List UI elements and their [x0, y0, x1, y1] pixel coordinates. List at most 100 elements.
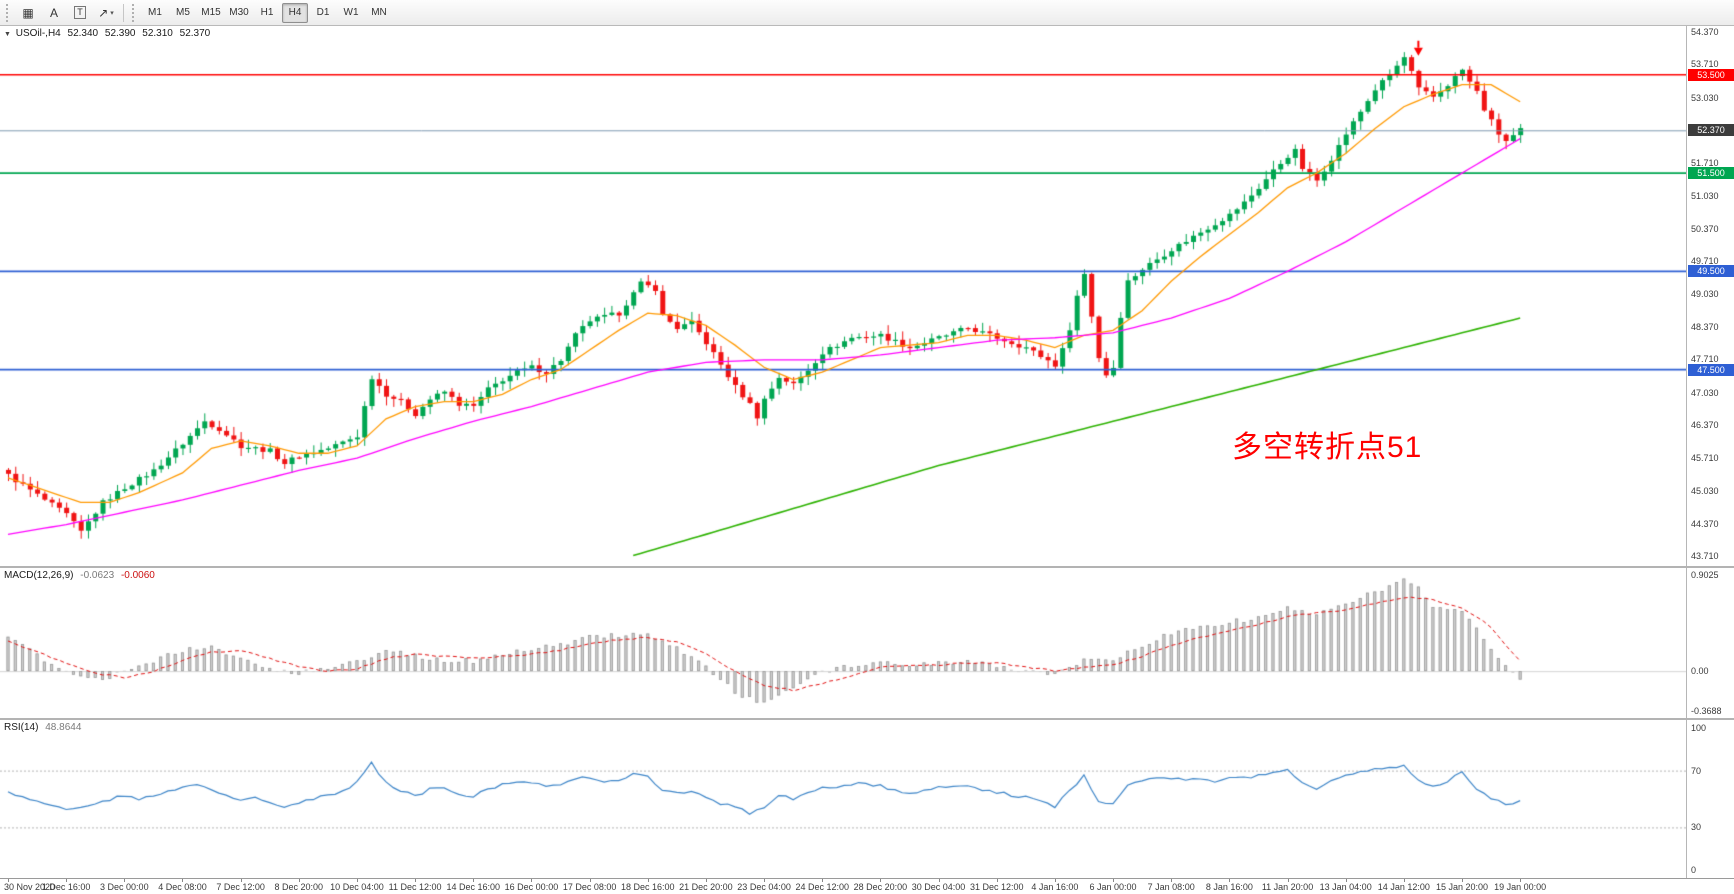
chevron-down-icon: ▾ [110, 9, 114, 17]
time-label: 8 Dec 20:00 [274, 882, 324, 892]
grid-icon: ▦ [22, 5, 34, 20]
time-tick [124, 879, 126, 882]
time-label: 13 Jan 04:00 [1319, 882, 1372, 892]
time-label: 16 Dec 00:00 [504, 882, 559, 892]
time-tick [1287, 879, 1289, 882]
toolbar-icons-group: ▦ A T ↗ ▾ [15, 3, 119, 23]
price-tick-label: 44.370 [1691, 518, 1719, 529]
time-tick [1462, 879, 1463, 882]
time-label: 14 Jan 12:00 [1377, 882, 1430, 892]
timeframe-button-m30[interactable]: M30 [229, 7, 249, 18]
text-tool-button[interactable]: T [68, 3, 92, 23]
time-label: 7 Dec 12:00 [216, 882, 265, 892]
rsi-axis[interactable]: 100 70 30 0 [1686, 720, 1734, 878]
macd-pane: MACD(12,26,9) -0.0623 -0.0060 0.9025 0.00… [0, 568, 1734, 718]
toolbar-grip[interactable] [6, 3, 11, 22]
rsi-axis-label: 100 [1691, 723, 1707, 733]
time-tick [240, 879, 242, 882]
price-badge: 52.370 [1688, 124, 1734, 137]
time-label: 31 Dec 12:00 [969, 882, 1024, 892]
toolbar-separator [123, 3, 124, 22]
time-label: 17 Dec 08:00 [562, 882, 617, 892]
timeframe-button-mn[interactable]: MN [371, 7, 387, 18]
time-tick [880, 879, 882, 882]
time-label: 11 Dec 12:00 [388, 882, 442, 892]
toolbar: ▦ A T ↗ ▾ M1 M5 M15 M30 H1 H4 D1 W1 MN [0, 0, 1734, 26]
macd-value-main: -0.0623 [80, 570, 115, 581]
timeframe-button-m15[interactable]: M15 [201, 7, 221, 18]
main-chart-canvas[interactable] [0, 26, 1686, 566]
time-tick [822, 879, 824, 882]
time-label: 1 Dec 16:00 [41, 882, 91, 892]
draw-tools-icon: ↗ [98, 5, 109, 20]
time-label: 3 Dec 00:00 [100, 882, 149, 892]
rsi-axis-label: 30 [1691, 822, 1702, 833]
price-tick-label: 51.710 [1691, 157, 1719, 168]
price-tick-label: 53.030 [1691, 92, 1719, 103]
time-tick [764, 879, 766, 882]
macd-value-signal: -0.0060 [120, 570, 155, 581]
time-label: 11 Jan 20:00 [1261, 882, 1314, 892]
rsi-label: RSI(14) [4, 722, 39, 733]
rsi-canvas[interactable] [0, 720, 1686, 878]
timeframe-button-h4[interactable]: H4 [282, 2, 308, 23]
rsi-axis-label: 0 [1691, 865, 1697, 875]
timeframe-button-h1[interactable]: H1 [260, 7, 274, 18]
pane-splitter-2[interactable] [0, 718, 1734, 720]
pane-splitter[interactable] [0, 566, 1734, 568]
grid-button[interactable]: ▦ [16, 3, 40, 23]
ohlc-low: 52.310 [142, 28, 173, 39]
time-label: 28 Dec 20:00 [853, 882, 908, 892]
collapse-triangle-icon[interactable]: ▼ [4, 31, 11, 38]
text-a-button[interactable]: A [42, 3, 66, 23]
time-tick [996, 879, 998, 882]
time-tick [589, 879, 591, 882]
price-badge: 53.500 [1688, 68, 1734, 81]
time-tick [705, 879, 707, 882]
time-tick [473, 879, 475, 882]
macd-canvas[interactable] [0, 568, 1686, 718]
time-label: 10 Dec 04:00 [330, 882, 384, 892]
time-label: 18 Dec 16:00 [620, 882, 675, 892]
price-tick-label: 51.030 [1691, 191, 1719, 202]
draw-tools-button[interactable]: ↗ ▾ [94, 3, 118, 23]
chart-annotation-text[interactable]: 多空转折点51 [1232, 431, 1423, 464]
price-tick-label: 45.030 [1691, 486, 1719, 497]
toolbar-grip-2[interactable] [132, 3, 137, 22]
price-tick-label: 45.710 [1691, 452, 1719, 463]
time-label: 23 Dec 04:00 [737, 882, 791, 892]
ohlc-close: 52.370 [179, 28, 211, 39]
price-tick-label: 47.710 [1691, 354, 1719, 365]
timeframe-button-w1[interactable]: W1 [343, 7, 359, 18]
time-axis[interactable]: 30 Nov 2020 1 Dec 16:00 3 Dec 00:00 4 Dec 0… [0, 878, 1734, 894]
timeframe-button-m1[interactable]: M1 [148, 7, 162, 18]
price-tick-label: 49.710 [1691, 256, 1719, 267]
price-tick-label: 50.370 [1691, 223, 1719, 234]
timeframe-button-d1[interactable]: D1 [316, 7, 330, 18]
time-tick [1171, 879, 1173, 882]
time-label: 21 Dec 20:00 [679, 882, 733, 892]
macd-header: MACD(12,26,9) -0.0623 -0.0060 [4, 570, 159, 581]
time-label: 24 Dec 12:00 [795, 882, 850, 892]
macd-label: MACD(12,26,9) [4, 570, 74, 581]
timeframe-button-m5[interactable]: M5 [176, 7, 190, 18]
time-tick [938, 879, 940, 882]
time-tick [1345, 879, 1347, 882]
macd-axis[interactable]: 0.9025 0.00 -0.3688 [1686, 568, 1734, 718]
rsi-value: 48.8644 [45, 722, 82, 733]
time-label: 15 Jan 20:00 [1435, 882, 1489, 892]
time-tick [8, 879, 9, 882]
macd-axis-label-top: 0.9025 [1691, 570, 1719, 580]
ohlc-high: 52.390 [104, 28, 136, 39]
main-price-axis[interactable]: 54.370 53.710 53.030 52.370 51.710 51.030 50.3… [1686, 26, 1734, 566]
price-badge: 51.500 [1688, 167, 1734, 180]
price-tick-label: 54.370 [1691, 27, 1719, 37]
price-badge: 47.500 [1688, 363, 1734, 376]
time-label: 30 Nov 2020 [4, 882, 56, 892]
symbol-label: USOil-,H4 [15, 28, 61, 39]
time-label: 7 Jan 08:00 [1147, 882, 1195, 892]
text-tool-icon: T [74, 6, 86, 19]
time-tick [66, 879, 68, 882]
price-tick-label: 43.710 [1691, 551, 1719, 561]
time-tick [1229, 879, 1231, 882]
